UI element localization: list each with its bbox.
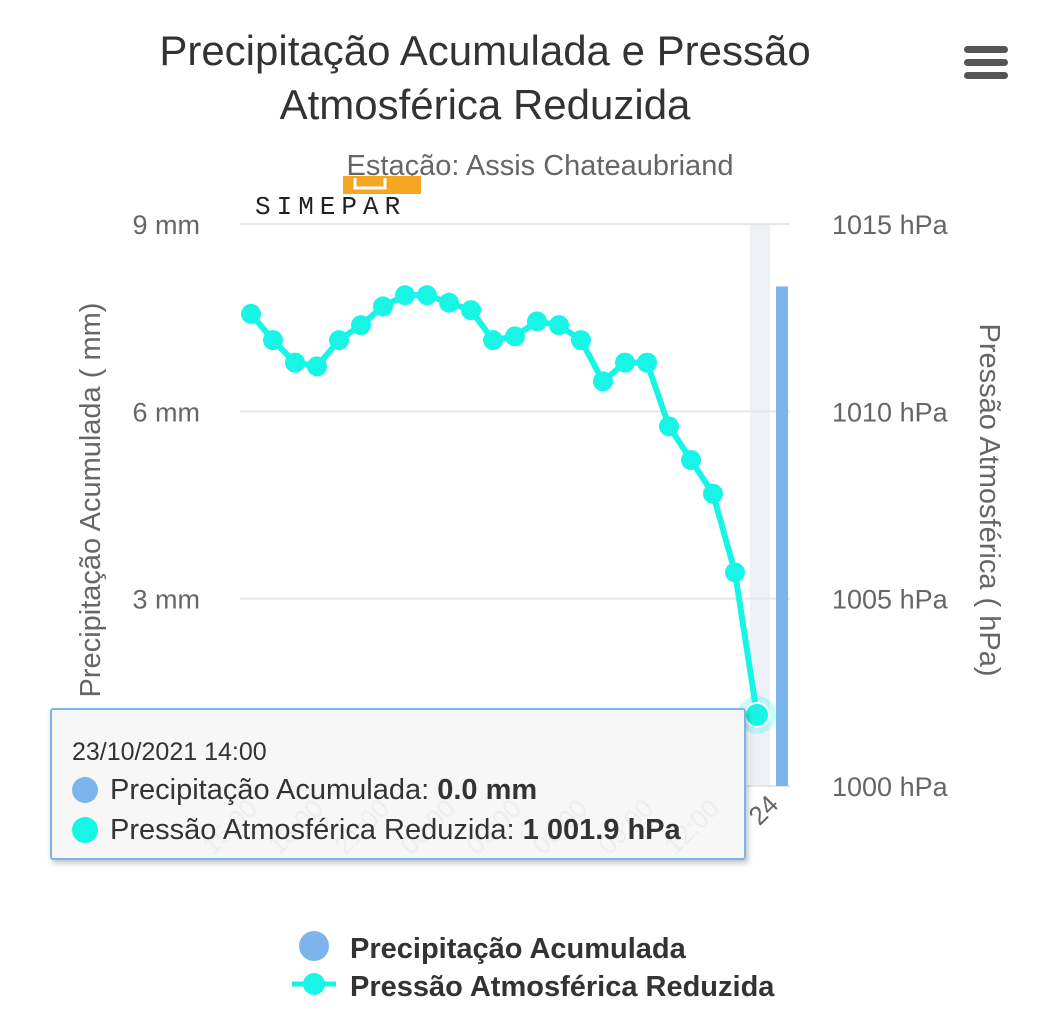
tooltip-pressure-value: 1 001.9 hPa (522, 814, 681, 846)
tooltip-row-pressure: Pressão Atmosférica Reduzida: 1 001.9 hP… (72, 814, 681, 847)
pressure-point (505, 326, 525, 347)
legend-item-precip[interactable]: Precipitação Acumulada (298, 928, 686, 966)
precip-bar (776, 286, 788, 786)
pressure-point (241, 303, 261, 324)
tooltip-row-precip: Precipitação Acumulada: 0.0 mm (72, 774, 537, 807)
tooltip-precip-label: Precipitação Acumulada: (110, 774, 438, 806)
pressure-point (527, 311, 547, 332)
right-axis-tick-label: 1015 hPa (832, 210, 949, 240)
legend-pressure-marker-icon (292, 973, 336, 995)
left-axis-title: Precipitação Acumulada ( mm) (75, 303, 107, 698)
hamburger-menu-icon[interactable] (958, 40, 1014, 84)
pressure-point (329, 330, 349, 351)
chart-title: Precipitação Acumulada e Pressão Atmosfé… (60, 24, 910, 132)
right-axis-tick-label: 1005 hPa (832, 585, 949, 615)
pressure-point (659, 416, 679, 437)
pressure-point (285, 352, 305, 373)
pressure-point (307, 356, 327, 377)
pressure-point (351, 315, 371, 336)
hover-band (750, 224, 770, 786)
pressure-point (593, 371, 613, 392)
pressure-point (417, 285, 437, 306)
tooltip-precip-value: 0.0 mm (437, 774, 538, 806)
pressure-point (549, 315, 569, 336)
tooltip: 23/10/2021 14:00 Precipitação Acumulada:… (50, 708, 746, 860)
pressure-point (615, 352, 635, 373)
left-axis-tick-label: 9 mm (133, 210, 201, 240)
legend-item-pressure[interactable]: Pressão Atmosférica Reduzida (290, 966, 774, 1004)
precip-dot-icon (72, 777, 98, 803)
pressure-point (373, 296, 393, 317)
pressure-point (439, 292, 459, 313)
pressure-point (744, 701, 770, 728)
pressure-point (681, 450, 701, 471)
pressure-point (395, 285, 415, 306)
legend-precip-marker-icon (299, 931, 329, 961)
x-axis-tick-label: 24 (743, 789, 785, 831)
pressure-point (571, 330, 591, 351)
pressure-line (248, 292, 760, 716)
chart-title-line-1: Precipitação Acumulada e Pressão (159, 27, 811, 74)
legend-precip-label: Precipitação Acumulada (350, 933, 686, 965)
pressure-dot-icon (72, 817, 98, 843)
chart-title-line-2: Atmosférica Reduzida (279, 81, 691, 128)
tooltip-date: 23/10/2021 14:00 (72, 738, 267, 766)
pressure-point (263, 330, 283, 351)
right-axis-tick-label: 1010 hPa (832, 397, 949, 427)
left-axis-tick-label: 3 mm (133, 585, 201, 615)
pressure-point (725, 562, 745, 583)
simepar-logo: SIMEPAR (255, 176, 421, 218)
svg-text:SIMEPAR: SIMEPAR (255, 192, 406, 218)
right-axis-title: Pressão Atmosférica ( hPa) (973, 324, 1005, 677)
pressure-point (637, 352, 657, 373)
pressure-point (703, 483, 723, 504)
legend-pressure-label: Pressão Atmosférica Reduzida (350, 971, 775, 1003)
left-axis-tick-label: 6 mm (133, 397, 201, 427)
pressure-point (461, 300, 481, 321)
tooltip-pressure-label: Pressão Atmosférica Reduzida: (110, 814, 523, 846)
right-axis-tick-label: 1000 hPa (832, 772, 949, 802)
pressure-point (483, 330, 503, 351)
